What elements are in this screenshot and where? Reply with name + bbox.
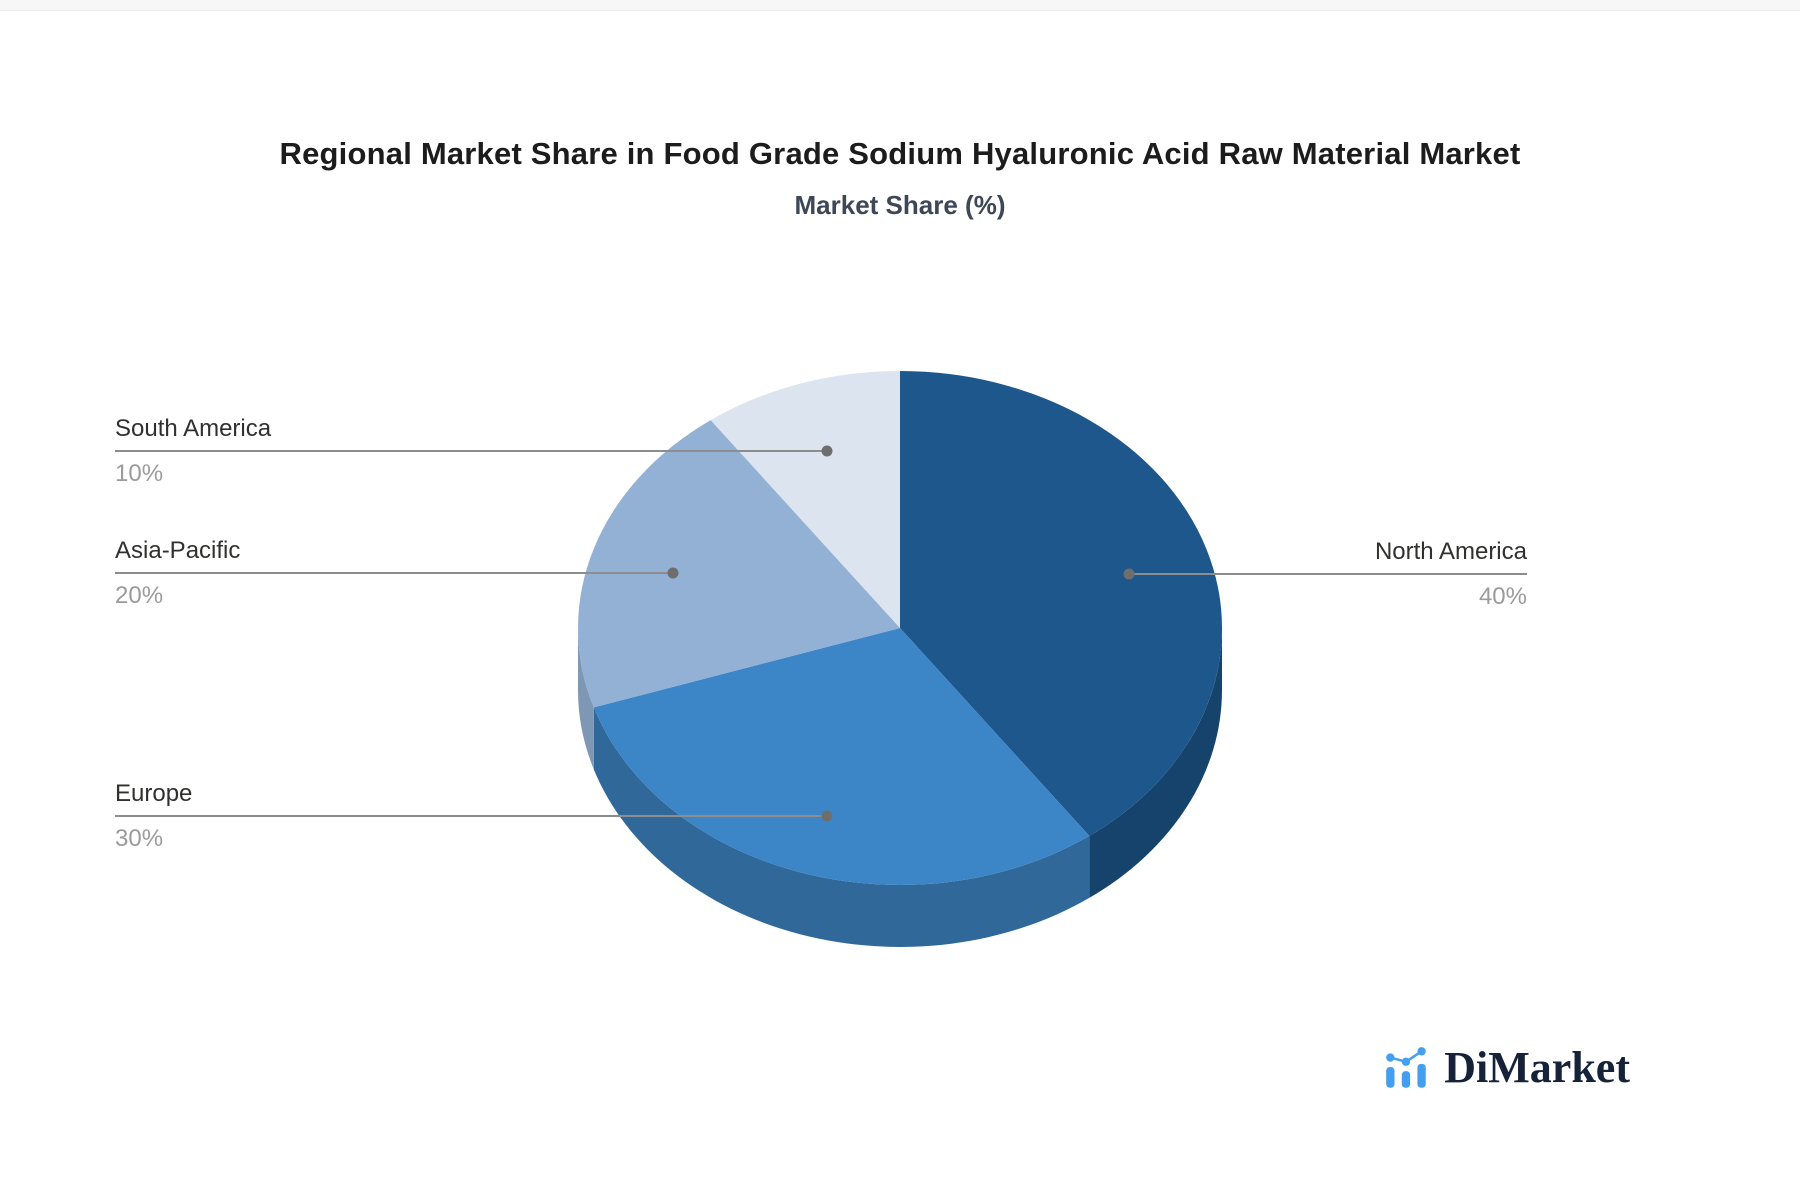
value-europe: 30%: [115, 825, 164, 852]
pie-side-asia-pacific: [578, 628, 594, 770]
value-south-america: 10%: [115, 460, 164, 487]
leader-dot-europe: [821, 810, 833, 822]
chart-title: Regional Market Share in Food Grade Sodi…: [279, 136, 1521, 171]
pie-slice-south-america[interactable]: [710, 371, 900, 628]
label-asia-pacific: Asia-Pacific: [115, 537, 241, 564]
label-europe: Europe: [115, 780, 193, 807]
pie-slice-north-america[interactable]: [900, 371, 1223, 836]
bar-line-chart-icon: [1386, 1047, 1427, 1088]
label-north-america: North America: [1374, 538, 1527, 565]
pie-slice-asia-pacific[interactable]: [578, 420, 900, 708]
label-south-america: South America: [115, 415, 272, 442]
callout-lines: [115, 450, 1527, 817]
value-asia-pacific: 20%: [115, 582, 164, 609]
callout-dots: [667, 445, 1135, 822]
dimarket-logo: DiMarket: [1382, 1040, 1630, 1096]
leader-dot-asia-pacific: [667, 567, 679, 579]
leader-dot-north-america: [1123, 568, 1135, 580]
pie-side-north-america: [1089, 628, 1222, 898]
chart-subtitle: Market Share (%): [794, 190, 1006, 220]
value-north-america: 40%: [1478, 583, 1527, 610]
leader-dot-south-america: [821, 445, 833, 457]
logo-text: DiMarket: [1444, 1043, 1630, 1092]
top-strip: [0, 0, 1800, 11]
pie-side-europe: [593, 707, 1090, 947]
pie-slice-europe[interactable]: [593, 628, 1090, 885]
